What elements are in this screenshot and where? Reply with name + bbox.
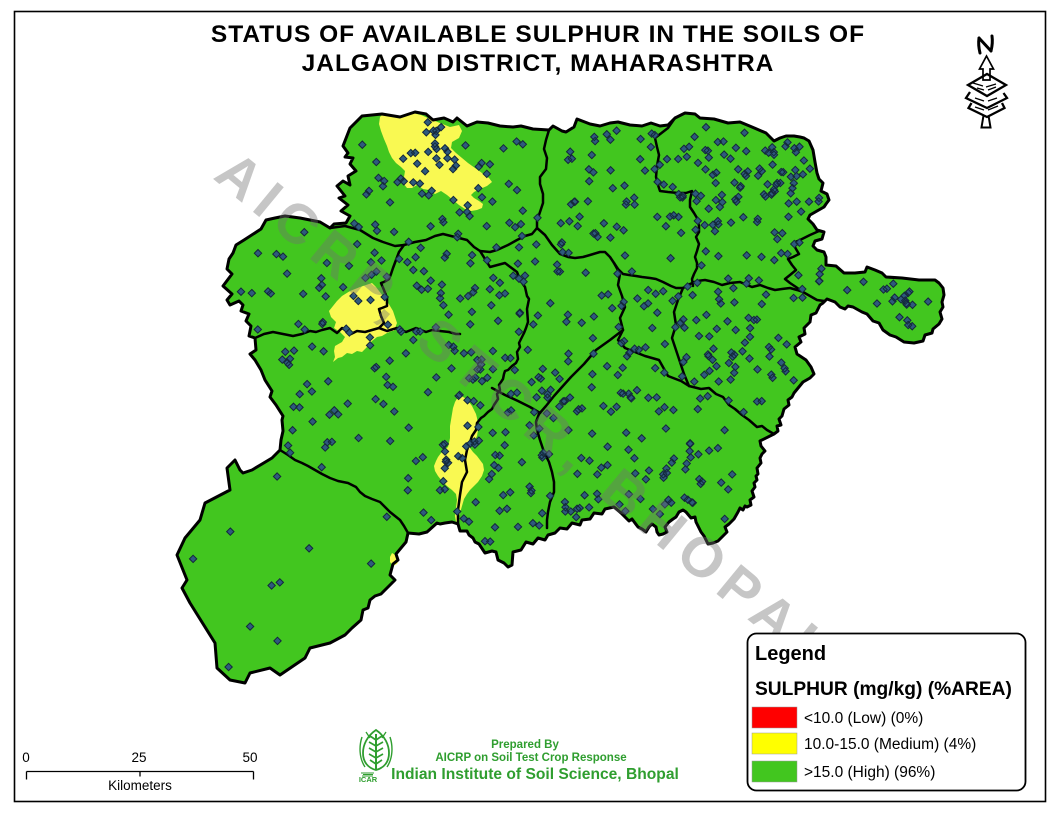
svg-text:Kilometers: Kilometers: [108, 778, 172, 793]
svg-text:Prepared By: Prepared By: [491, 739, 559, 751]
svg-text:0: 0: [22, 750, 30, 765]
svg-text:STATUS OF AVAILABLE SULPHUR IN: STATUS OF AVAILABLE SULPHUR IN THE SOILS…: [211, 21, 865, 48]
svg-text:>15.0 (High) (96%): >15.0 (High) (96%): [804, 764, 935, 781]
svg-text:25: 25: [131, 750, 146, 765]
svg-text:AICRP on Soil Test Crop Respon: AICRP on Soil Test Crop Response: [435, 752, 626, 764]
svg-text:JALGAON DISTRICT, MAHARASHTRA: JALGAON DISTRICT, MAHARASHTRA: [302, 50, 775, 77]
svg-text:ICAR: ICAR: [359, 775, 378, 784]
svg-text:10.0-15.0 (Medium) (4%): 10.0-15.0 (Medium) (4%): [804, 736, 976, 753]
svg-text:Indian Institute of Soil Scien: Indian Institute of Soil Science, Bhopal: [391, 766, 679, 783]
svg-text:SULPHUR (mg/kg) (%AREA): SULPHUR (mg/kg) (%AREA): [755, 679, 1012, 700]
svg-text:<10.0 (Low) (0%): <10.0 (Low) (0%): [804, 710, 923, 727]
svg-text:50: 50: [242, 750, 257, 765]
svg-text:Legend: Legend: [755, 643, 826, 665]
